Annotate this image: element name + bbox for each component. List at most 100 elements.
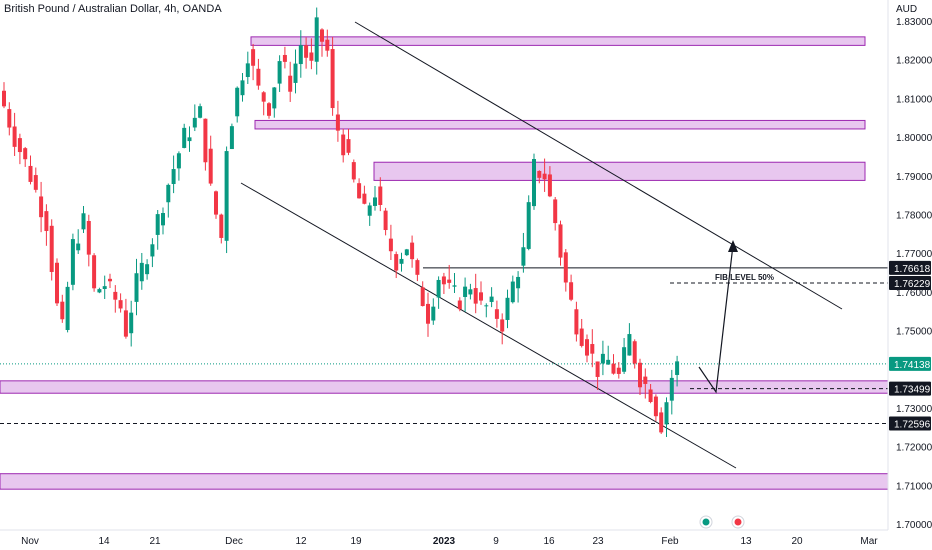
candle-body bbox=[653, 396, 658, 417]
event-flag-icon bbox=[734, 518, 742, 526]
candle-body bbox=[309, 52, 314, 61]
x-tick-label: Dec bbox=[225, 536, 243, 547]
candle-body bbox=[627, 334, 632, 356]
candle-body bbox=[261, 92, 266, 102]
candle-body bbox=[214, 191, 218, 215]
candle-body bbox=[118, 300, 123, 309]
channel-lower-line bbox=[240, 182, 737, 469]
candle-body bbox=[585, 339, 589, 356]
candle-body bbox=[569, 282, 574, 300]
candle-body bbox=[123, 310, 128, 337]
candle-body bbox=[240, 80, 245, 96]
candle-body bbox=[60, 301, 65, 320]
y-tick-label: 1.77000 bbox=[896, 249, 932, 260]
chart-title: British Pound / Australian Dollar, 4h, O… bbox=[4, 3, 222, 15]
candle-body bbox=[606, 359, 611, 365]
candle-body bbox=[558, 224, 563, 258]
candle-body bbox=[468, 289, 473, 295]
price-tag bbox=[889, 260, 931, 275]
candle-body bbox=[611, 363, 616, 374]
candle-body bbox=[447, 279, 452, 283]
candle-body bbox=[399, 258, 404, 264]
projection-path bbox=[698, 244, 734, 394]
candle-body bbox=[426, 303, 430, 324]
candle-body bbox=[320, 29, 324, 42]
candle-body bbox=[139, 262, 144, 282]
y-tick-label: 1.80000 bbox=[896, 133, 932, 144]
price-tag-label: 1.74138 bbox=[894, 360, 931, 371]
candle-body bbox=[510, 281, 515, 303]
x-tick-label: Feb bbox=[661, 536, 679, 547]
y-tick-label: 1.72000 bbox=[896, 443, 932, 454]
candle-body bbox=[198, 106, 203, 118]
candle-body bbox=[39, 196, 44, 218]
x-tick-label: 14 bbox=[98, 536, 110, 547]
candle-body bbox=[341, 134, 346, 156]
y-tick-label: 1.81000 bbox=[896, 94, 932, 105]
candle-body bbox=[457, 300, 462, 310]
candle-body bbox=[256, 68, 261, 86]
candle-body bbox=[441, 276, 446, 285]
price-tag-label: 1.76618 bbox=[894, 264, 931, 275]
candle-body bbox=[272, 87, 277, 109]
candle-body bbox=[102, 286, 107, 289]
candle-body bbox=[648, 389, 653, 402]
candle-body bbox=[595, 361, 600, 377]
candle-body bbox=[362, 193, 367, 204]
candle-body bbox=[346, 139, 351, 153]
candle-body bbox=[521, 247, 526, 266]
candle-body bbox=[155, 214, 160, 235]
candle-body bbox=[208, 148, 213, 184]
candle-body bbox=[420, 287, 425, 307]
candle-body bbox=[219, 214, 224, 238]
x-tick-label: 21 bbox=[149, 536, 161, 547]
candle-body bbox=[357, 183, 362, 199]
candle-body bbox=[410, 242, 415, 260]
candle-body bbox=[404, 249, 409, 256]
candle-body bbox=[669, 377, 674, 401]
channel-upper-line bbox=[354, 21, 843, 310]
event-flag-icon bbox=[702, 518, 710, 526]
y-tick-label: 1.70000 bbox=[896, 520, 932, 531]
price-tag bbox=[889, 416, 931, 431]
candle-body bbox=[616, 367, 621, 374]
candle-body bbox=[452, 285, 457, 287]
candle-body bbox=[500, 319, 505, 332]
y-tick-label: 1.76000 bbox=[896, 288, 932, 299]
candle-body bbox=[81, 213, 86, 230]
x-tick-label: 20 bbox=[791, 536, 803, 547]
candle-body bbox=[542, 173, 547, 180]
candle-body bbox=[245, 63, 250, 78]
candle-body bbox=[150, 244, 155, 257]
candle-body bbox=[49, 225, 54, 272]
candle-body bbox=[553, 199, 558, 224]
candle-body bbox=[65, 286, 70, 330]
candle-body bbox=[55, 262, 59, 304]
candle-body bbox=[304, 45, 309, 58]
candle-body bbox=[600, 353, 605, 364]
candle-body bbox=[176, 153, 181, 169]
candle-body bbox=[431, 306, 436, 321]
support-resistance-zone bbox=[0, 473, 889, 490]
price-tag bbox=[889, 356, 931, 371]
candle-body bbox=[351, 162, 356, 180]
candle-body bbox=[505, 297, 510, 320]
candle-body bbox=[17, 138, 22, 153]
candle-body bbox=[224, 151, 229, 241]
candle-body bbox=[537, 171, 542, 178]
x-tick-label: 23 bbox=[592, 536, 604, 547]
candle-body bbox=[192, 117, 197, 128]
price-tag-label: 1.73499 bbox=[894, 385, 931, 396]
candle-body bbox=[76, 243, 81, 251]
candle-body bbox=[134, 273, 139, 302]
candle-body bbox=[145, 264, 150, 275]
candle-body bbox=[415, 260, 420, 275]
candle-body bbox=[166, 184, 171, 203]
candle-body bbox=[516, 276, 521, 289]
candle-body bbox=[643, 376, 648, 384]
candle-body bbox=[86, 221, 91, 255]
candle-body bbox=[28, 165, 33, 182]
candle-body bbox=[12, 126, 17, 147]
